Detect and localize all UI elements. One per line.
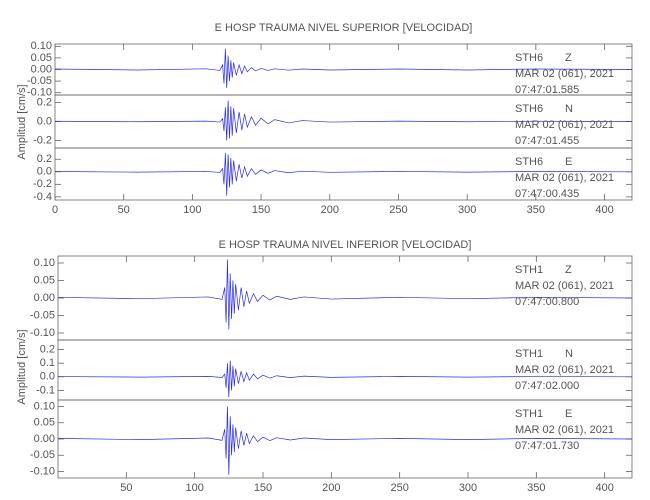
x-tick-label: 150 xyxy=(254,482,272,494)
component: E xyxy=(565,156,572,168)
date: MAR 02 (061), 2021 xyxy=(515,119,614,131)
x-tick-label: 300 xyxy=(459,482,477,494)
chart-title: E HOSP TRAUMA NIVEL INFERIOR [VELOCIDAD] xyxy=(219,239,472,251)
y-tick-label: -0.05 xyxy=(30,449,55,461)
y-tick-label: 0.0 xyxy=(40,371,55,383)
x-tick-label: 0 xyxy=(52,204,58,216)
y-tick-label: 0.00 xyxy=(34,433,55,445)
date: MAR 02 (061), 2021 xyxy=(515,364,614,376)
x-tick-label: 200 xyxy=(321,204,339,216)
component: N xyxy=(565,348,573,360)
x-tick-label: 50 xyxy=(118,204,130,216)
time: 07:47:01.585 xyxy=(515,84,579,96)
y-axis-label: Amplitud [cm/s] xyxy=(16,329,28,404)
y-tick-label: -0.10 xyxy=(27,87,52,99)
x-tick-label: 100 xyxy=(183,204,201,216)
y-tick-label: -0.4 xyxy=(33,191,52,203)
station: STH6 xyxy=(515,52,543,64)
station: STH1 xyxy=(515,348,543,360)
time: 07:47:00.435 xyxy=(515,188,579,200)
station: STH1 xyxy=(515,408,543,420)
y-axis-label: Amplitud [cm/s] xyxy=(16,84,28,159)
x-tick-label: 250 xyxy=(389,204,407,216)
date: MAR 02 (061), 2021 xyxy=(515,172,614,184)
y-tick-label: -0.10 xyxy=(30,465,55,477)
time: 07:47:01.455 xyxy=(515,135,579,147)
time: 07:47:02.000 xyxy=(515,380,579,392)
y-tick-label: 0.2 xyxy=(37,153,52,165)
time: 07:47:01.730 xyxy=(515,440,579,452)
y-tick-label: 0.2 xyxy=(37,96,52,108)
y-tick-label: 0.05 xyxy=(34,274,55,286)
y-tick-label: 0.0 xyxy=(37,115,52,127)
x-tick-label: 300 xyxy=(458,204,476,216)
y-tick-label: 0.1 xyxy=(40,357,55,369)
y-tick-label: -0.2 xyxy=(33,134,52,146)
x-tick-label: 250 xyxy=(390,482,408,494)
component: Z xyxy=(565,52,572,64)
x-tick-label: 50 xyxy=(120,482,132,494)
component: E xyxy=(565,408,572,420)
waveform xyxy=(57,406,633,475)
x-tick-label: 150 xyxy=(252,204,270,216)
y-tick-label: 0.05 xyxy=(34,417,55,429)
y-tick-label: 0.0 xyxy=(37,166,52,178)
component: N xyxy=(565,103,573,115)
y-tick-label: 0.00 xyxy=(31,63,52,75)
date: MAR 02 (061), 2021 xyxy=(515,68,614,80)
waveform xyxy=(57,360,633,398)
x-tick-label: 350 xyxy=(527,482,545,494)
waveform xyxy=(57,259,633,330)
y-tick-label: -0.2 xyxy=(33,178,52,190)
y-tick-label: 0.05 xyxy=(31,52,52,64)
station: STH6 xyxy=(515,103,543,115)
y-tick-label: -0.1 xyxy=(36,384,55,396)
y-tick-label: 0.00 xyxy=(34,292,55,304)
component: Z xyxy=(565,264,572,276)
station: STH6 xyxy=(515,156,543,168)
waveform xyxy=(54,152,633,196)
chart-title: E HOSP TRAUMA NIVEL SUPERIOR [VELOCIDAD] xyxy=(215,22,473,34)
y-tick-label: -0.10 xyxy=(30,327,55,339)
x-tick-label: 200 xyxy=(322,482,340,494)
x-tick-label: 400 xyxy=(595,204,613,216)
station: STH1 xyxy=(515,264,543,276)
date: MAR 02 (061), 2021 xyxy=(515,280,614,292)
y-tick-label: 0.10 xyxy=(31,40,52,52)
y-tick-label: 0.10 xyxy=(34,257,55,269)
y-tick-label: 0.2 xyxy=(40,343,55,355)
x-tick-label: 350 xyxy=(527,204,545,216)
date: MAR 02 (061), 2021 xyxy=(515,424,614,436)
y-tick-label: 0.10 xyxy=(34,400,55,412)
y-tick-label: -0.05 xyxy=(27,75,52,87)
waveform xyxy=(54,100,633,141)
x-tick-label: 100 xyxy=(185,482,203,494)
x-tick-label: 400 xyxy=(595,482,613,494)
y-tick-label: -0.05 xyxy=(30,309,55,321)
waveform xyxy=(54,48,633,89)
panel-frame xyxy=(54,147,633,201)
time: 07:47:00.800 xyxy=(515,296,579,308)
